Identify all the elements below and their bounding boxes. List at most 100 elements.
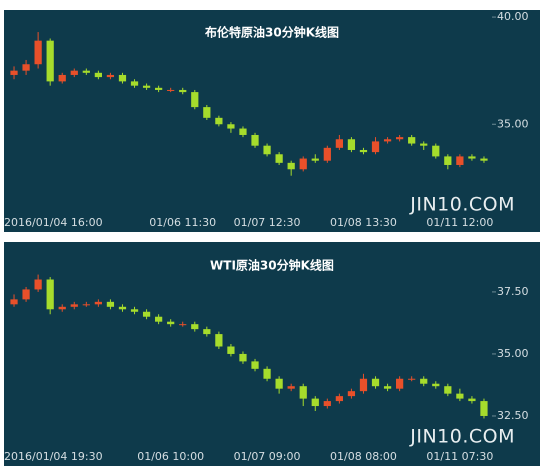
chart-title: WTI原油30分钟K线图 — [210, 258, 334, 273]
candle-body — [94, 301, 102, 305]
candle-body — [70, 70, 78, 75]
x-tick-label: 01/07 09:00 — [234, 450, 301, 463]
y-tick-label: 35.00 — [497, 347, 529, 360]
x-tick-label: 2016/01/04 19:30 — [4, 450, 103, 463]
candle-body — [408, 378, 416, 380]
candle-body — [58, 306, 66, 310]
candle-body — [142, 311, 151, 317]
candle-body — [287, 162, 295, 170]
candle-body — [480, 401, 488, 416]
candle-body — [323, 147, 331, 161]
candle-body — [46, 40, 54, 82]
panel — [4, 242, 540, 466]
x-tick-label: 01/11 12:00 — [426, 216, 493, 229]
candle-body — [34, 279, 42, 290]
panel — [4, 10, 540, 232]
candle-body — [22, 64, 30, 71]
candle-body — [456, 156, 464, 165]
candle-body — [227, 346, 235, 354]
candle-body — [215, 334, 223, 347]
candle-body — [215, 117, 223, 125]
candle-body — [432, 383, 440, 387]
candle-body — [432, 145, 440, 157]
candle-body — [203, 329, 211, 335]
y-tick-label: 37.50 — [497, 285, 529, 298]
candle-body — [58, 74, 66, 82]
candle-body — [420, 378, 428, 384]
candle-body — [70, 304, 78, 307]
candle-body — [239, 353, 247, 362]
candle-body — [408, 137, 416, 144]
candle-body — [371, 141, 380, 153]
candle-body — [287, 386, 295, 389]
candle-body — [142, 85, 151, 88]
candle-body — [323, 401, 331, 407]
y-tick-label: 32.50 — [497, 409, 529, 422]
candle-body — [335, 396, 343, 402]
x-tick-label: 01/11 07:30 — [426, 450, 493, 463]
candle-body — [106, 301, 115, 307]
x-tick-label: 01/06 10:00 — [137, 450, 204, 463]
watermark: JIN10.COM — [409, 194, 515, 216]
candle-body — [155, 316, 163, 322]
candle-body — [383, 386, 392, 389]
chart-title: 布伦特原油30分钟K线图 — [205, 25, 339, 40]
candle-body — [227, 124, 235, 129]
candle-body — [179, 89, 187, 93]
candle-body — [82, 70, 90, 73]
candle-body — [251, 361, 259, 369]
candle-body — [191, 92, 199, 108]
candle-body — [239, 128, 247, 135]
candle-body — [94, 72, 102, 78]
candle-body — [34, 40, 42, 65]
candle-body — [359, 378, 368, 392]
candle-body — [468, 398, 476, 402]
candle-body — [396, 137, 404, 140]
candle-body — [311, 398, 319, 407]
candle-body — [444, 386, 452, 394]
candle-body — [118, 306, 127, 310]
candle-body — [191, 324, 199, 330]
candle-body — [46, 279, 54, 310]
x-tick-label: 01/08 13:30 — [330, 216, 397, 229]
candle-body — [299, 158, 307, 170]
candle-body — [335, 139, 343, 148]
candle-body — [167, 89, 175, 91]
candle-body — [263, 368, 271, 379]
candle-body — [468, 156, 476, 159]
candle-body — [275, 378, 283, 389]
candle-body — [167, 321, 175, 325]
y-tick-label: 40.00 — [497, 10, 529, 23]
candle-body — [299, 386, 307, 399]
x-tick-label: 01/07 12:30 — [234, 216, 301, 229]
candle-body — [155, 87, 163, 90]
candle-body — [251, 134, 259, 146]
candle-body — [263, 145, 271, 155]
candle-body — [444, 156, 452, 165]
candle-body — [275, 154, 283, 163]
candle-body — [456, 393, 464, 399]
candle-body — [118, 74, 127, 82]
candle-body — [82, 304, 90, 306]
candle-body — [130, 81, 139, 86]
candle-body — [480, 158, 488, 161]
candle-body — [10, 299, 18, 305]
candle-body — [106, 74, 115, 78]
candle-body — [383, 139, 392, 142]
watermark: JIN10.COM — [409, 426, 515, 448]
candle-body — [347, 139, 356, 150]
candle-body — [130, 309, 139, 312]
candle-body — [10, 70, 18, 75]
x-tick-label: 01/06 11:30 — [149, 216, 216, 229]
candle-body — [22, 289, 30, 300]
x-tick-label: 2016/01/04 16:00 — [4, 216, 103, 229]
y-tick-label: 35.00 — [497, 117, 529, 130]
candle-body — [359, 149, 368, 153]
candle-body — [179, 324, 187, 326]
x-tick-label: 01/08 08:00 — [330, 450, 397, 463]
candle-body — [420, 143, 428, 146]
candle-body — [396, 378, 404, 389]
candle-body — [371, 378, 380, 387]
